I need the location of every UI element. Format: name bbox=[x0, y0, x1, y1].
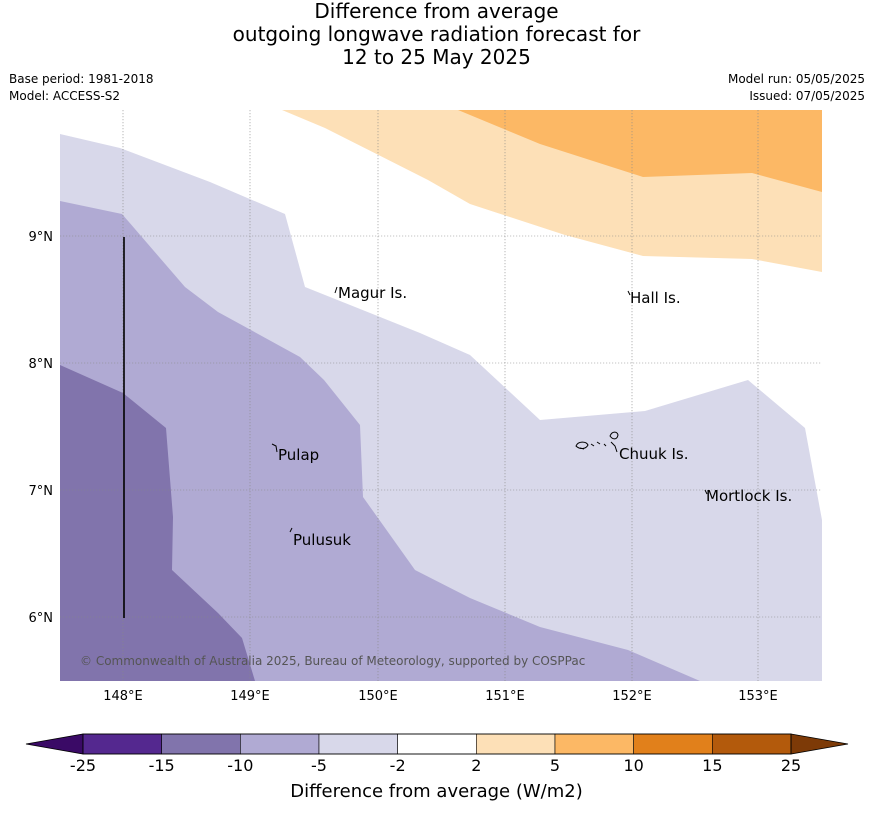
model-run-text: Model run: 05/05/2025 bbox=[727, 72, 865, 86]
island-pulusuk bbox=[289, 527, 293, 533]
lat-label-6n: 6°N bbox=[29, 611, 54, 626]
title-line-3: 12 to 25 May 2025 bbox=[342, 45, 531, 69]
copyright-text: © Commonwealth of Australia 2025, Bureau… bbox=[80, 654, 585, 668]
colorbar-tick-label: 25 bbox=[780, 756, 802, 775]
contour-fill-mid-purple bbox=[60, 201, 700, 681]
lon-label-153: 153°E bbox=[738, 689, 778, 704]
place-label-chuuk: Chuuk Is. bbox=[619, 445, 688, 463]
place-label-magur: Magur Is. bbox=[338, 284, 407, 302]
colorbar-tick-label: 15 bbox=[702, 756, 723, 775]
gridlines bbox=[60, 110, 822, 681]
island-chuuk-group bbox=[575, 431, 619, 453]
colorbar-tick-label: -25 bbox=[69, 756, 97, 775]
colorbar-tick-label: -15 bbox=[148, 756, 175, 775]
colorbar-segment-0 bbox=[82, 733, 162, 755]
islands bbox=[271, 286, 708, 533]
title-line-1: Difference from average bbox=[314, 0, 559, 23]
map-area bbox=[60, 110, 822, 681]
colorbar-title: Difference from average (W/m2) bbox=[290, 781, 583, 802]
colorbar-tick-label: 5 bbox=[549, 756, 561, 775]
island-mortlock bbox=[704, 489, 708, 495]
contour-fill-mid-orange bbox=[458, 110, 822, 192]
colorbar-tick-label: 2 bbox=[471, 756, 482, 775]
place-label-hall: Hall Is. bbox=[630, 289, 681, 307]
lon-label-149: 149°E bbox=[230, 689, 270, 704]
place-label-pulusuk: Pulusuk bbox=[293, 531, 351, 549]
colorbar-tick-label: 10 bbox=[623, 756, 644, 775]
contour-fill-dark-purple bbox=[60, 365, 255, 681]
colorbar-frame bbox=[82, 733, 792, 755]
colorbar-tick-label: -5 bbox=[311, 756, 327, 775]
base-period-text: Base period: 1981-2018 bbox=[9, 72, 154, 86]
colorbar-tick-label: -10 bbox=[227, 756, 254, 775]
colorbar-segment-4 bbox=[397, 733, 477, 755]
colorbar-segment-8 bbox=[712, 733, 792, 755]
colorbar-segment-5 bbox=[476, 733, 556, 755]
meta-right: Model run: 05/05/2025 Issued: 07/05/2025 bbox=[728, 71, 865, 105]
meta-left: Base period: 1981-2018 Model: ACCESS-S2 bbox=[9, 71, 154, 105]
island-hall bbox=[627, 290, 631, 296]
lon-label-151: 151°E bbox=[485, 689, 525, 704]
colorbar-segment-6 bbox=[554, 733, 634, 755]
lat-label-8n: 8°N bbox=[29, 357, 54, 372]
colorbar-under-arrow bbox=[25, 733, 84, 755]
lon-label-148: 148°E bbox=[103, 689, 143, 704]
colorbar-segments bbox=[82, 733, 792, 755]
colorbar-segment-2 bbox=[240, 733, 320, 755]
model-text: Model: ACCESS-S2 bbox=[9, 89, 121, 103]
lat-label-9n: 9°N bbox=[29, 230, 54, 245]
colorbar-over-arrow bbox=[790, 733, 849, 755]
lat-label-7n: 7°N bbox=[29, 484, 54, 499]
colorbar-segment-1 bbox=[161, 733, 241, 755]
place-label-pulap: Pulap bbox=[278, 446, 319, 464]
lon-label-152: 152°E bbox=[612, 689, 652, 704]
title-line-2: outgoing longwave radiation forecast for bbox=[232, 22, 641, 46]
issued-text: Issued: 07/05/2025 bbox=[749, 89, 865, 103]
lon-label-150: 150°E bbox=[358, 689, 398, 704]
place-label-mortlock: Mortlock Is. bbox=[706, 487, 792, 505]
colorbar-tick-label: -2 bbox=[389, 756, 406, 775]
island-pulap bbox=[271, 443, 278, 453]
colorbar-segment-7 bbox=[633, 733, 713, 755]
chart-title: Difference from average outgoing longwav… bbox=[0, 0, 873, 69]
colorbar bbox=[25, 733, 849, 755]
colorbar-segment-3 bbox=[318, 733, 398, 755]
island-magur bbox=[334, 286, 338, 294]
